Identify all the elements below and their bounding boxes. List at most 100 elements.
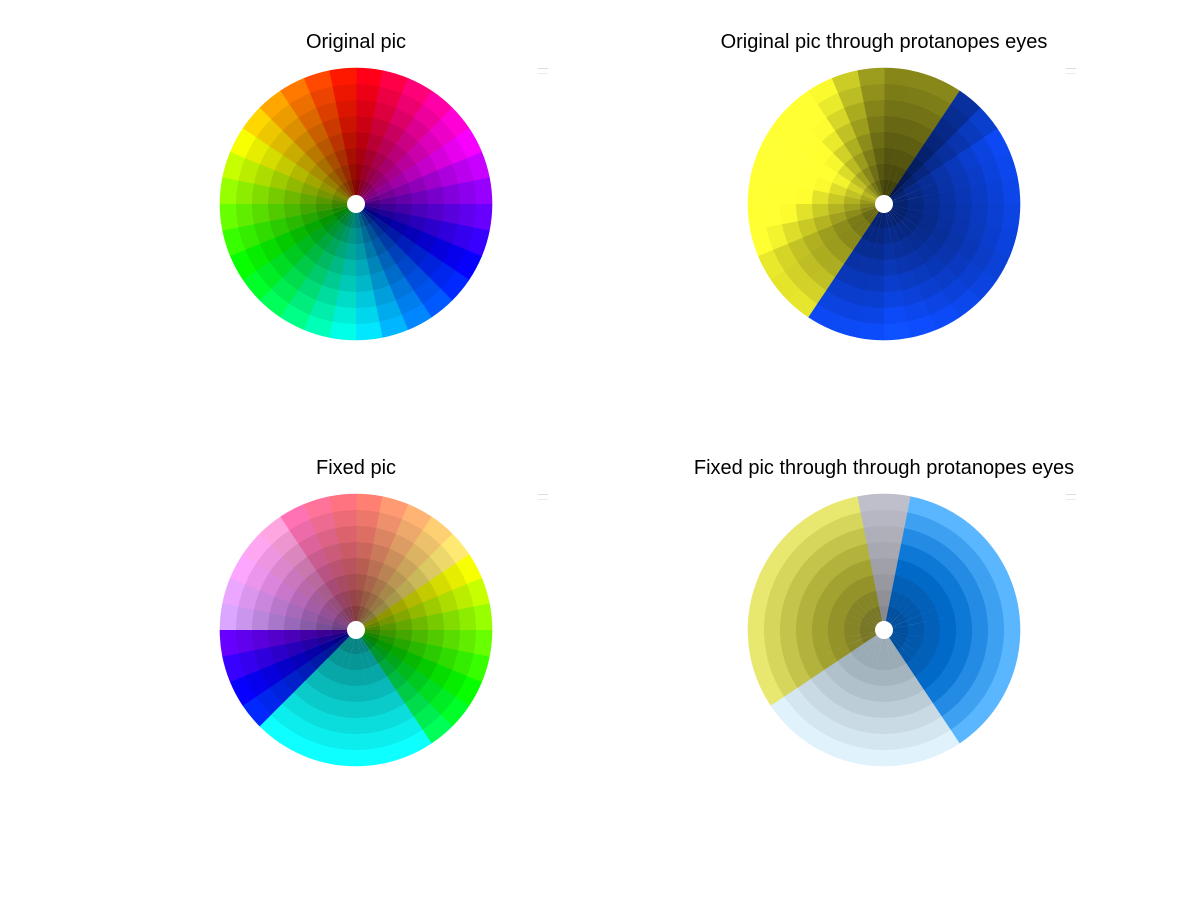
wheel-segment [750, 577, 774, 607]
wheel-segment [282, 567, 306, 590]
wheel-segment [832, 243, 853, 265]
wheel-segment [304, 669, 325, 691]
wheel-segment [282, 141, 306, 164]
wheel-segment [333, 166, 347, 185]
wheel-segment [269, 595, 290, 616]
wheel-segment [466, 653, 490, 683]
wheel-segment [843, 195, 861, 204]
wheel-segment [315, 629, 333, 638]
wheel-segment [861, 633, 878, 644]
wheel-segment [372, 711, 396, 733]
wheel-segment [238, 583, 261, 610]
panel-protanope: Original pic through protanopes eyes [674, 30, 1094, 390]
wheel-segment [859, 629, 877, 635]
wheel-segment [415, 580, 438, 603]
wheel-segment [846, 639, 865, 653]
wheel-segment [401, 504, 433, 531]
wheel-segment [389, 703, 414, 727]
wheel-segment [303, 598, 323, 615]
wheel-segment [338, 700, 356, 719]
wheel-segment [831, 645, 851, 662]
wheel-segment [861, 592, 875, 611]
wheel-segment [315, 195, 333, 204]
wheel-segment [377, 250, 397, 271]
wheel-segment [309, 590, 328, 608]
wheel-segment [395, 290, 423, 316]
wheel-segment [807, 303, 839, 330]
wheel-segment [363, 194, 380, 203]
wheel-segment [379, 204, 397, 213]
wheel-segment [389, 645, 409, 662]
wheel-segment [866, 274, 884, 293]
wheel-segment [219, 629, 239, 657]
wheel-segment [417, 678, 443, 705]
wheel-segment [269, 129, 295, 156]
wheel-segment [930, 225, 951, 245]
wheel-segment [888, 590, 900, 608]
wheel-segment [965, 221, 987, 245]
wheel-segment [938, 630, 957, 645]
wheel-segment [811, 189, 830, 204]
wheel-segment [883, 700, 902, 719]
wheel-segment [868, 590, 880, 608]
wheel-segment [897, 270, 918, 291]
wheel-segment [968, 107, 998, 138]
wheel-segment [293, 556, 317, 580]
wheel-segment [363, 199, 381, 205]
wheel-segment [863, 99, 885, 118]
wheel-segment [923, 235, 945, 256]
wheel-segment [837, 299, 864, 322]
wheel-segment [402, 225, 423, 245]
wheel-segment [860, 305, 884, 325]
wheel-segment [369, 596, 385, 614]
wheel-segment [885, 180, 894, 197]
wheel-segment [347, 227, 356, 245]
wheel-segment [905, 563, 925, 584]
wheel-segment [912, 226, 931, 244]
wheel-segment [884, 541, 902, 560]
wheel-segment [883, 747, 911, 767]
wheel-segment [866, 183, 880, 199]
wheel-segment [332, 205, 349, 214]
wheel-segment [856, 321, 884, 341]
wheel-segment [884, 589, 893, 607]
wheel-segment [342, 636, 353, 653]
wheel-segment [333, 223, 347, 242]
wheel-segment [852, 577, 869, 597]
wheel-segment [826, 533, 851, 557]
wheel-segment [429, 261, 457, 290]
wheel-segment [843, 285, 867, 307]
wheel-segment [783, 687, 811, 716]
wheel-segment [965, 590, 987, 614]
wheel-segment [229, 675, 257, 706]
wheel-segment [821, 130, 845, 154]
wheel-segment [222, 577, 246, 607]
wheel-segment [406, 670, 430, 693]
wheel-segment [923, 152, 945, 174]
wheel-segment [868, 164, 880, 182]
wheel-segment [823, 660, 845, 682]
wheel-segment [327, 596, 343, 614]
wheel-segment [901, 101, 925, 123]
wheel-segment [355, 290, 377, 309]
color-wheel-protanope [747, 67, 1021, 341]
wheel-segment [929, 303, 960, 331]
wheel-segment [861, 223, 875, 242]
wheel-segment [894, 133, 912, 153]
wheel-segment [384, 226, 403, 244]
wheel-segment [888, 635, 902, 651]
wheel-segment [917, 533, 943, 558]
wheel-segment [1001, 177, 1021, 205]
wheel-segment [810, 117, 836, 142]
wheel-segment [440, 696, 470, 727]
wheel-segment [901, 527, 925, 549]
wheel-segment [259, 516, 290, 546]
wheel-segment [348, 589, 357, 607]
wheel-segment [903, 726, 931, 749]
wheel-segment [843, 676, 863, 697]
wheel-segment [338, 635, 352, 651]
wheel-segment [269, 555, 295, 582]
wheel-segment [817, 651, 838, 671]
wheel-segment [843, 203, 861, 212]
wheel-segment [285, 640, 305, 658]
